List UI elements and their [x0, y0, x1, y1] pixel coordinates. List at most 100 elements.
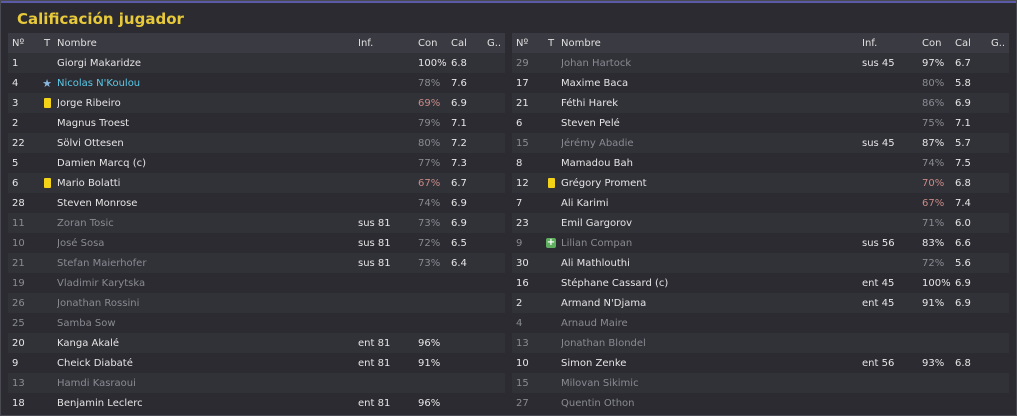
player-name[interactable]: Magnus Troest	[57, 117, 130, 129]
col-header-goals[interactable]: G..	[991, 37, 1006, 49]
table-row[interactable]: 11 Zoran Tosic sus 81 73% 6.9	[8, 213, 505, 233]
table-row[interactable]: 9 + Lilian Compan sus 56 83% 6.6	[512, 233, 1009, 253]
player-number: 21	[12, 257, 25, 269]
table-row[interactable]: 18 Benjamin Leclerc ent 81 96%	[8, 393, 505, 413]
player-number: 5	[12, 157, 19, 169]
player-name[interactable]: Sölvi Ottesen	[57, 137, 124, 149]
table-row[interactable]: 27 Quentin Othon	[512, 393, 1009, 413]
table-row[interactable]: 2 Magnus Troest 79% 7.1	[8, 113, 505, 133]
table-row[interactable]: 4 Arnaud Maire	[512, 313, 1009, 333]
table-row[interactable]: 4 ★ Nicolas N'Koulou 78% 7.6	[8, 73, 505, 93]
player-name[interactable]: Lilian Compan	[561, 237, 633, 249]
player-name[interactable]: Ali Mathlouthi	[561, 257, 630, 269]
player-number: 13	[12, 377, 25, 389]
table-row[interactable]: 2 Armand N'Djama ent 45 91% 6.9	[512, 293, 1009, 313]
table-row[interactable]: 21 Stefan Maierhofer sus 81 73% 6.4	[8, 253, 505, 273]
table-row[interactable]: 19 Vladimir Karytska	[8, 273, 505, 293]
player-name[interactable]: Féthi Harek	[561, 97, 619, 109]
table-row[interactable]: 26 Jonathan Rossini	[8, 293, 505, 313]
player-name[interactable]: Damien Marcq (c)	[57, 157, 146, 169]
status-cell	[41, 393, 53, 413]
table-row[interactable]: 15 Milovan Sikimic	[512, 373, 1009, 393]
status-cell	[41, 233, 53, 253]
player-name[interactable]: Grégory Proment	[561, 177, 647, 189]
player-name[interactable]: Nicolas N'Koulou	[57, 77, 141, 89]
player-name[interactable]: Cheick Diabaté	[57, 357, 133, 369]
player-name[interactable]: Steven Pelé	[561, 117, 620, 129]
player-name[interactable]: Stefan Maierhofer	[57, 257, 147, 269]
player-name[interactable]: Armand N'Djama	[561, 297, 647, 309]
col-header-cal[interactable]: Cal	[955, 37, 971, 49]
player-name[interactable]: Steven Monrose	[57, 197, 138, 209]
table-row[interactable]: 7 Ali Karimi 67% 7.4	[512, 193, 1009, 213]
table-row[interactable]: 25 Samba Sow	[8, 313, 505, 333]
table-row[interactable]: 13 Jonathan Blondel	[512, 333, 1009, 353]
player-name[interactable]: Johan Hartock	[561, 57, 632, 69]
player-name[interactable]: Vladimir Karytska	[57, 277, 146, 289]
table-row[interactable]: 23 Emil Gargorov 71% 6.0	[512, 213, 1009, 233]
player-name[interactable]: Benjamin Leclerc	[57, 397, 143, 409]
player-name[interactable]: Stéphane Cassard (c)	[561, 277, 669, 289]
table-row[interactable]: 29 Johan Hartock sus 45 97% 6.7	[512, 53, 1009, 73]
player-name[interactable]: Emil Gargorov	[561, 217, 633, 229]
player-number: 18	[12, 397, 25, 409]
table-row[interactable]: 6 Steven Pelé 75% 7.1	[512, 113, 1009, 133]
col-header-t[interactable]: T	[43, 37, 51, 49]
player-number: 13	[516, 337, 529, 349]
table-row[interactable]: 10 Simon Zenke ent 56 93% 6.8	[512, 353, 1009, 373]
player-name[interactable]: Quentin Othon	[561, 397, 635, 409]
table-row[interactable]: 13 Hamdi Kasraoui	[8, 373, 505, 393]
table-row[interactable]: 12 Grégory Proment 70% 6.8	[512, 173, 1009, 193]
table-row[interactable]: 30 Ali Mathlouthi 72% 5.6	[512, 253, 1009, 273]
player-name[interactable]: Jonathan Blondel	[561, 337, 646, 349]
status-cell	[545, 293, 557, 313]
table-row[interactable]: 9 Cheick Diabaté ent 81 91%	[8, 353, 505, 373]
table-row[interactable]: 5 Damien Marcq (c) 77% 7.3	[8, 153, 505, 173]
player-name[interactable]: Milovan Sikimic	[561, 377, 639, 389]
table-row[interactable]: 1 Giorgi Makaridze 100% 6.8	[8, 53, 505, 73]
col-header-con[interactable]: Con	[418, 37, 438, 49]
player-name[interactable]: Jorge Ribeiro	[57, 97, 121, 109]
status-cell	[545, 213, 557, 233]
player-name[interactable]: Maxime Baca	[561, 77, 629, 89]
player-name[interactable]: Giorgi Makaridze	[57, 57, 142, 69]
table-row[interactable]: 8 Mamadou Bah 74% 7.5	[512, 153, 1009, 173]
table-row[interactable]: 10 José Sosa sus 81 72% 6.5	[8, 233, 505, 253]
col-header-con[interactable]: Con	[922, 37, 942, 49]
player-name[interactable]: José Sosa	[57, 237, 105, 249]
player-condition: 93%	[922, 357, 945, 369]
player-name[interactable]: Mamadou Bah	[561, 157, 633, 169]
status-cell	[545, 53, 557, 73]
table-row[interactable]: 3 Jorge Ribeiro 69% 6.9	[8, 93, 505, 113]
table-row[interactable]: 22 Sölvi Ottesen 80% 7.2	[8, 133, 505, 153]
player-name[interactable]: Mario Bolatti	[57, 177, 121, 189]
col-header-t[interactable]: T	[547, 37, 555, 49]
player-condition: 73%	[418, 257, 441, 269]
col-header-inf[interactable]: Inf.	[862, 37, 878, 49]
player-name[interactable]: Samba Sow	[57, 317, 116, 329]
col-header-number[interactable]: Nº	[12, 37, 25, 49]
table-row[interactable]: 6 Mario Bolatti 67% 6.7	[8, 173, 505, 193]
col-header-goals[interactable]: G..	[487, 37, 502, 49]
col-header-name[interactable]: Nombre	[57, 37, 97, 49]
col-header-inf[interactable]: Inf.	[358, 37, 374, 49]
player-number: 2	[516, 297, 523, 309]
player-name[interactable]: Arnaud Maire	[561, 317, 628, 329]
player-name[interactable]: Jonathan Rossini	[57, 297, 140, 309]
table-row[interactable]: 15 Jérémy Abadie sus 45 87% 5.7	[512, 133, 1009, 153]
table-row[interactable]: 16 Stéphane Cassard (c) ent 45 100% 6.9	[512, 273, 1009, 293]
player-name[interactable]: Jérémy Abadie	[561, 137, 634, 149]
player-name[interactable]: Hamdi Kasraoui	[57, 377, 136, 389]
table-row[interactable]: 17 Maxime Baca 80% 5.8	[512, 73, 1009, 93]
col-header-name[interactable]: Nombre	[561, 37, 601, 49]
player-name[interactable]: Simon Zenke	[561, 357, 627, 369]
player-rating: 6.8	[451, 57, 467, 69]
player-name[interactable]: Ali Karimi	[561, 197, 609, 209]
table-row[interactable]: 28 Steven Monrose 74% 6.9	[8, 193, 505, 213]
table-row[interactable]: 21 Féthi Harek 86% 6.9	[512, 93, 1009, 113]
player-name[interactable]: Zoran Tosic	[57, 217, 114, 229]
col-header-cal[interactable]: Cal	[451, 37, 467, 49]
col-header-number[interactable]: Nº	[516, 37, 529, 49]
table-row[interactable]: 20 Kanga Akalé ent 81 96%	[8, 333, 505, 353]
player-name[interactable]: Kanga Akalé	[57, 337, 120, 349]
